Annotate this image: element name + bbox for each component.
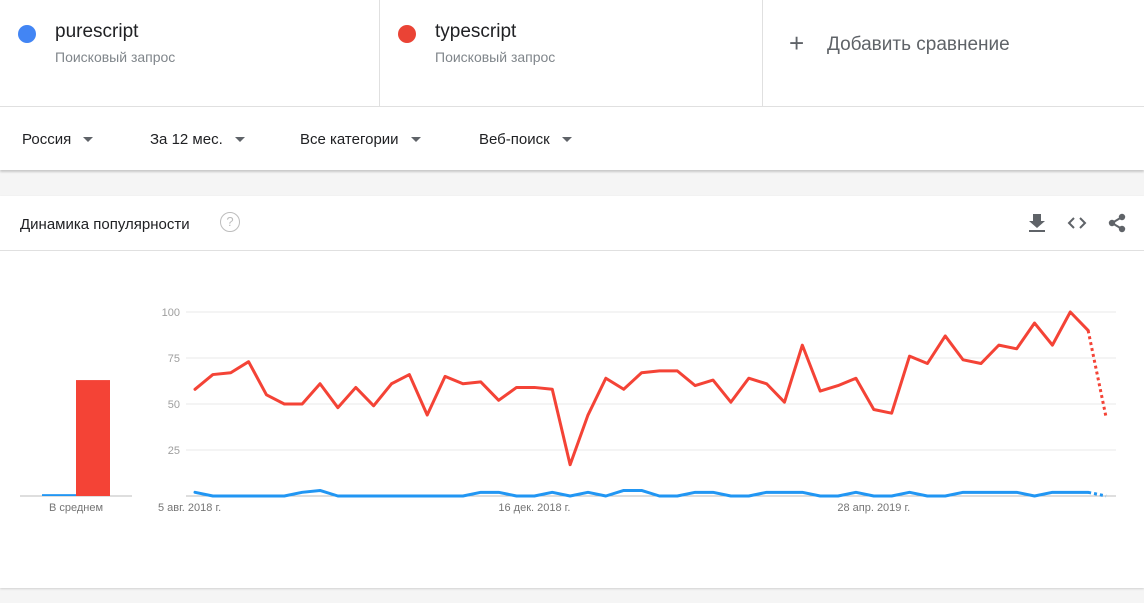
share-icon[interactable] [1106, 212, 1128, 234]
average-bar-typescript [76, 380, 110, 496]
interest-chart: 25 50 75 100 5 авг. 2018 г. 16 дек. 2018 г. 28… [20, 307, 1116, 514]
series-partial-segment-purescript [1087, 490, 1107, 498]
caret-down-icon [561, 136, 572, 142]
comparison-header: purescript Поисковый запрос typescript П… [0, 0, 1144, 107]
interest-over-time-card: Динамика популярности ? 25 50 75 100 5 авг. … [0, 196, 1144, 588]
series-line-typescript [193, 310, 1090, 467]
category-value: Все категории [300, 131, 399, 148]
embed-code-icon[interactable] [1066, 212, 1088, 234]
y-tick-label: 25 [168, 445, 180, 457]
term-name: typescript [435, 21, 517, 42]
y-tick-label: 100 [162, 307, 180, 319]
add-comparison-label: Добавить сравнение [827, 34, 1010, 55]
term-type: Поисковый запрос [435, 49, 556, 65]
average-label: В среднем [49, 502, 103, 514]
plus-icon: + [789, 28, 805, 58]
add-comparison-button[interactable]: + Добавить сравнение [763, 0, 1144, 106]
filters-bar: Россия За 12 мес. Все категории Веб-поис… [0, 107, 1144, 170]
x-tick-label: 28 апр. 2019 г. [837, 502, 910, 514]
region-dropdown[interactable]: Россия [22, 131, 94, 148]
series-partial-segment-typescript [1086, 330, 1108, 418]
term-type: Поисковый запрос [55, 49, 176, 65]
term-card-typescript[interactable]: typescript Поисковый запрос [380, 0, 763, 106]
y-tick-label: 50 [168, 399, 180, 411]
term-name: purescript [55, 21, 139, 42]
caret-down-icon [234, 136, 245, 142]
card-title: Динамика популярности [20, 216, 190, 233]
x-tick-label: 16 дек. 2018 г. [498, 502, 570, 514]
search-type-dropdown[interactable]: Веб-поиск [479, 131, 572, 148]
x-tick-label: 5 авг. 2018 г. [158, 502, 221, 514]
series-color-dot [398, 25, 416, 43]
region-value: Россия [22, 131, 72, 148]
card-divider [0, 250, 1144, 251]
y-tick-label: 75 [168, 353, 180, 365]
series-line-purescript [193, 488, 1090, 498]
question-mark-icon[interactable]: ? [220, 212, 240, 232]
series-color-dot [18, 25, 36, 43]
search-type-value: Веб-поиск [479, 131, 550, 148]
term-card-purescript[interactable]: purescript Поисковый запрос [0, 0, 380, 106]
download-icon[interactable] [1026, 212, 1048, 234]
average-bar-purescript [42, 494, 76, 496]
caret-down-icon [83, 136, 94, 142]
period-value: За 12 мес. [150, 131, 223, 148]
period-dropdown[interactable]: За 12 мес. [150, 131, 245, 148]
category-dropdown[interactable]: Все категории [300, 131, 421, 148]
caret-down-icon [410, 136, 421, 142]
